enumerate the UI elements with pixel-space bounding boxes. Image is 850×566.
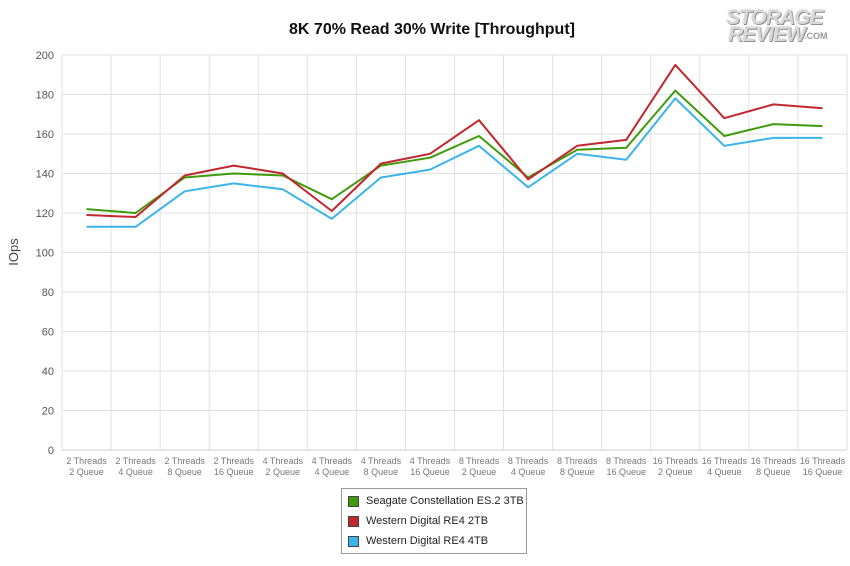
x-tick-line-2: 8 Queue (560, 467, 595, 477)
x-tick-line-1: 16 Threads (653, 456, 699, 466)
x-tick-label: 8 Threads 8 Queue (557, 456, 598, 477)
series-line-seagate (86, 89, 823, 214)
legend-label-wd-re4-4tb: Western Digital RE4 4TB (366, 535, 489, 547)
y-tick-label: 100 (36, 248, 54, 260)
x-tick-label: 16 Threads 16 Queue (800, 456, 846, 477)
y-axis-ticks: 0 20 40 60 80 100 120 140 160 180 200 (36, 50, 54, 457)
x-tick-line-2: 2 Queue (69, 467, 104, 477)
x-tick-line-1: 16 Threads (751, 456, 797, 466)
legend-item-seagate: Seagate Constellation ES.2 3TB (342, 491, 526, 511)
x-tick-line-1: 8 Threads (459, 456, 500, 466)
x-tick-label: 2 Threads 2 Queue (66, 456, 107, 477)
legend-swatch-wd-re4-4tb (348, 535, 359, 547)
x-tick-label: 2 Threads 16 Queue (214, 456, 255, 477)
x-tick-line-2: 16 Queue (214, 467, 254, 477)
y-tick-label: 60 (42, 327, 54, 339)
x-tick-line-2: 8 Queue (364, 467, 399, 477)
x-tick-line-1: 16 Threads (800, 456, 846, 466)
x-tick-line-1: 4 Threads (410, 456, 451, 466)
x-tick-line-2: 4 Queue (315, 467, 350, 477)
x-tick-label: 4 Threads 16 Queue (410, 456, 451, 477)
x-tick-line-2: 16 Queue (410, 467, 450, 477)
chart-title: 8K 70% Read 30% Write [Throughput] (289, 21, 575, 38)
x-tick-label: 8 Threads 16 Queue (606, 456, 647, 477)
legend-label-wd-re4-2tb: Western Digital RE4 2TB (366, 515, 489, 527)
series-line-wd-re4-2tb (86, 63, 823, 218)
x-tick-label: 4 Threads 4 Queue (312, 456, 353, 477)
y-tick-label: 20 (42, 406, 54, 418)
legend-item-wd-re4-2tb: Western Digital RE4 2TB (342, 511, 526, 531)
x-tick-line-2: 4 Queue (511, 467, 546, 477)
legend-swatch-seagate (348, 495, 359, 507)
x-tick-line-2: 8 Queue (756, 467, 791, 477)
x-tick-line-1: 4 Threads (312, 456, 353, 466)
y-tick-label: 0 (48, 445, 54, 457)
x-tick-line-2: 16 Queue (606, 467, 646, 477)
x-tick-label: 16 Threads 8 Queue (751, 456, 797, 477)
x-tick-label: 8 Threads 4 Queue (508, 456, 549, 477)
x-tick-label: 8 Threads 2 Queue (459, 456, 500, 477)
x-tick-line-2: 2 Queue (462, 467, 497, 477)
logo-line-1: STORAGE (726, 6, 823, 29)
x-tick-line-1: 2 Threads (214, 456, 255, 466)
y-axis-label: IOps (6, 238, 21, 266)
x-tick-label: 2 Threads 4 Queue (115, 456, 156, 477)
y-tick-label: 180 (36, 90, 54, 102)
legend: Seagate Constellation ES.2 3TB Western D… (341, 488, 527, 554)
legend-item-wd-re4-4tb: Western Digital RE4 4TB (342, 531, 526, 551)
y-tick-label: 140 (36, 169, 54, 181)
x-tick-label: 4 Threads 2 Queue (263, 456, 304, 477)
logo-suffix: .COM (804, 31, 828, 41)
series-line-wd-re4-4tb (86, 97, 823, 228)
grid (61, 54, 848, 451)
x-tick-line-2: 4 Queue (707, 467, 742, 477)
x-tick-line-1: 4 Threads (263, 456, 304, 466)
legend-swatch-wd-re4-2tb (348, 515, 359, 527)
x-tick-line-1: 8 Threads (606, 456, 647, 466)
x-tick-line-2: 2 Queue (266, 467, 301, 477)
x-tick-line-1: 16 Threads (702, 456, 748, 466)
legend-label-seagate: Seagate Constellation ES.2 3TB (366, 495, 524, 507)
x-tick-line-1: 2 Threads (115, 456, 156, 466)
y-tick-label: 40 (42, 366, 54, 378)
y-tick-label: 80 (42, 287, 54, 299)
x-tick-line-2: 8 Queue (167, 467, 202, 477)
y-tick-label: 200 (36, 50, 54, 62)
logo-line-2: REVIEW (728, 23, 806, 46)
y-tick-label: 160 (36, 129, 54, 141)
x-tick-line-2: 2 Queue (658, 467, 693, 477)
x-tick-line-1: 2 Threads (164, 456, 205, 466)
x-tick-label: 16 Threads 2 Queue (653, 456, 699, 477)
y-tick-label: 120 (36, 208, 54, 220)
x-tick-label: 2 Threads 8 Queue (164, 456, 205, 477)
x-tick-line-1: 2 Threads (66, 456, 107, 466)
x-tick-line-1: 4 Threads (361, 456, 402, 466)
x-tick-line-2: 4 Queue (118, 467, 153, 477)
x-tick-label: 16 Threads 4 Queue (702, 456, 748, 477)
series-lines (86, 63, 823, 228)
x-tick-line-2: 16 Queue (803, 467, 843, 477)
x-tick-line-1: 8 Threads (557, 456, 598, 466)
x-tick-label: 4 Threads 8 Queue (361, 456, 402, 477)
x-tick-line-1: 8 Threads (508, 456, 549, 466)
storage-review-logo: STORAGE REVIEW .COM (724, 6, 836, 46)
